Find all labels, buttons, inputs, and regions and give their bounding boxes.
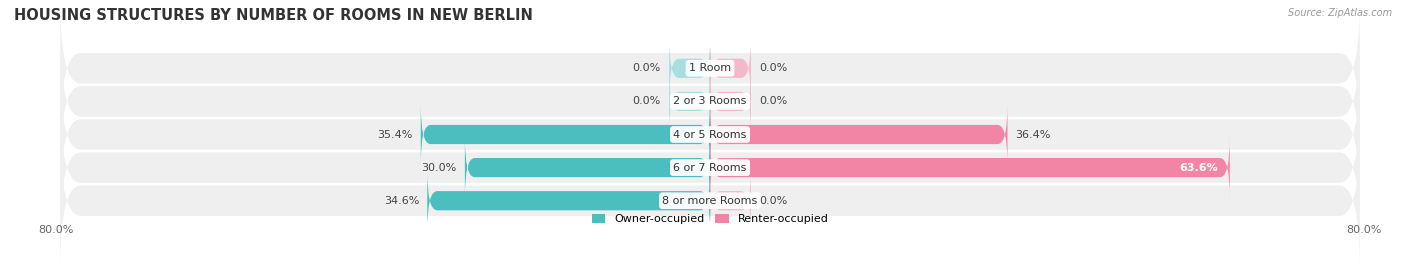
Text: 0.0%: 0.0% [759,96,787,107]
Text: 0.0%: 0.0% [759,196,787,206]
FancyBboxPatch shape [710,104,1008,165]
FancyBboxPatch shape [710,38,751,98]
FancyBboxPatch shape [60,133,1360,268]
Text: HOUSING STRUCTURES BY NUMBER OF ROOMS IN NEW BERLIN: HOUSING STRUCTURES BY NUMBER OF ROOMS IN… [14,8,533,23]
Text: 6 or 7 Rooms: 6 or 7 Rooms [673,162,747,173]
FancyBboxPatch shape [465,137,710,198]
Text: 0.0%: 0.0% [633,96,661,107]
FancyBboxPatch shape [60,1,1360,136]
Legend: Owner-occupied, Renter-occupied: Owner-occupied, Renter-occupied [588,210,832,229]
Text: 0.0%: 0.0% [633,63,661,73]
Text: Source: ZipAtlas.com: Source: ZipAtlas.com [1288,8,1392,18]
FancyBboxPatch shape [710,71,751,132]
Text: 63.6%: 63.6% [1178,162,1218,173]
Text: 1 Room: 1 Room [689,63,731,73]
FancyBboxPatch shape [420,104,710,165]
FancyBboxPatch shape [669,38,710,98]
FancyBboxPatch shape [710,171,751,231]
Text: 36.4%: 36.4% [1015,129,1052,140]
Text: 34.6%: 34.6% [384,196,419,206]
FancyBboxPatch shape [60,34,1360,169]
Text: 4 or 5 Rooms: 4 or 5 Rooms [673,129,747,140]
Text: 8 or more Rooms: 8 or more Rooms [662,196,758,206]
Text: 35.4%: 35.4% [377,129,412,140]
FancyBboxPatch shape [60,67,1360,202]
FancyBboxPatch shape [710,137,1230,198]
Text: 30.0%: 30.0% [422,162,457,173]
FancyBboxPatch shape [60,100,1360,235]
FancyBboxPatch shape [669,71,710,132]
Text: 2 or 3 Rooms: 2 or 3 Rooms [673,96,747,107]
Text: 0.0%: 0.0% [759,63,787,73]
FancyBboxPatch shape [427,171,710,231]
